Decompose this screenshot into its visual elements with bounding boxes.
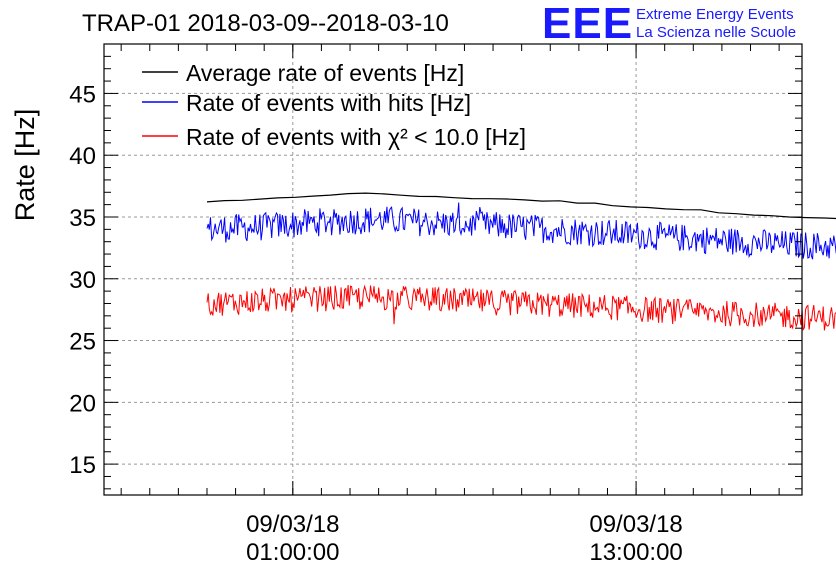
plot-frame — [103, 43, 803, 496]
legend-label-average: Average rate of events [Hz] — [186, 60, 464, 86]
series-line-chi2 — [206, 284, 836, 332]
series-line-hits — [206, 202, 836, 260]
x-tick-label-date: 09/03/18 — [246, 511, 339, 538]
series-line-average — [206, 192, 836, 220]
y-tick-label: 30 — [69, 267, 96, 294]
x-tick-label-time: 13:00:00 — [589, 539, 682, 566]
y-tick-label: 45 — [69, 81, 96, 108]
y-tick-label: 15 — [69, 452, 96, 479]
eee-logo: EEE — [542, 0, 634, 48]
x-tick-label-time: 01:00:00 — [246, 539, 339, 566]
logo-line-2: La Scienza nelle Scuole — [636, 24, 797, 41]
series-layer — [206, 192, 836, 332]
y-tick-label: 20 — [69, 390, 96, 417]
chart-title: TRAP-01 2018-03-09--2018-03-10 — [82, 10, 449, 37]
legend-label-hits: Rate of events with hits [Hz] — [186, 90, 471, 116]
y-tick-label: 25 — [69, 329, 96, 356]
legend-label-chi2: Rate of events with χ² < 10.0 [Hz] — [186, 124, 526, 150]
y-tick-label: 35 — [69, 205, 96, 232]
y-axis-label: Rate [Hz] — [10, 109, 40, 222]
legend: Average rate of events [Hz] Rate of event… — [142, 60, 526, 150]
x-tick-label-date: 09/03/18 — [589, 511, 682, 538]
y-tick-label: 40 — [69, 143, 96, 170]
axes: 1520253035404509/03/1801:00:0009/03/1813… — [69, 44, 802, 566]
logo-line-1: Extreme Energy Events — [636, 6, 794, 23]
